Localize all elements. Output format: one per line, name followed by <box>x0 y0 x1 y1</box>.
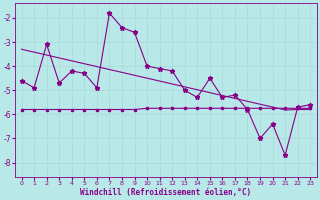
X-axis label: Windchill (Refroidissement éolien,°C): Windchill (Refroidissement éolien,°C) <box>80 188 252 197</box>
